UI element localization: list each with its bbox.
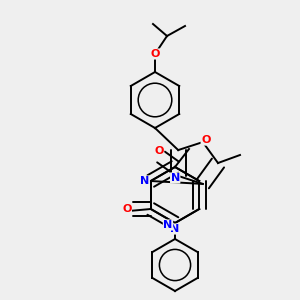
- Text: O: O: [154, 146, 164, 156]
- Text: O: O: [122, 204, 131, 214]
- Text: N: N: [170, 224, 180, 234]
- Text: N: N: [171, 173, 180, 183]
- Text: N: N: [140, 176, 149, 186]
- Text: N: N: [164, 220, 172, 230]
- Text: O: O: [150, 49, 160, 59]
- Text: O: O: [201, 135, 211, 145]
